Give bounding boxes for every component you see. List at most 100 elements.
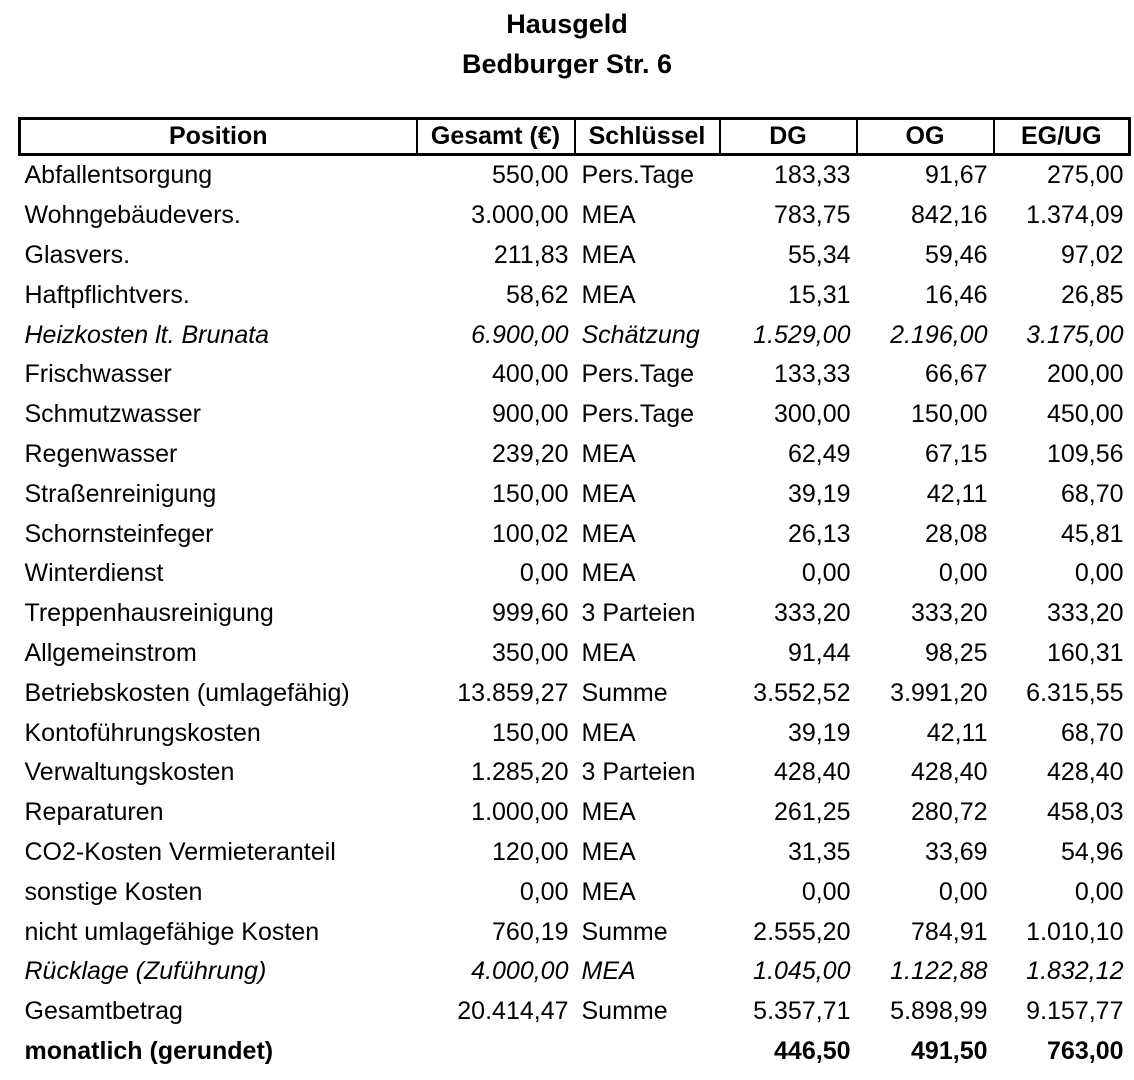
- cell-og: 428,40: [911, 758, 988, 787]
- cell-schluessel: MEA: [581, 638, 636, 667]
- cell-og: 0,00: [938, 559, 988, 588]
- column-header-dg: DG: [718, 117, 858, 156]
- cell-og: 66,67: [924, 360, 988, 389]
- cell-schluessel: MEA: [581, 201, 636, 230]
- cell-dg: 133,33: [774, 360, 851, 389]
- cell-gesamt: 760,19: [492, 917, 569, 946]
- cell-dg: 62,49: [787, 439, 851, 468]
- page-subtitle: Bedburger Str. 6: [461, 49, 673, 79]
- cell-position: Winterdienst: [24, 559, 164, 588]
- cell-eg-ug: 97,02: [1060, 240, 1124, 269]
- cell-gesamt: 100,02: [492, 519, 569, 548]
- cell-eg-ug: 6.315,55: [1026, 678, 1124, 707]
- cell-gesamt: 3.000,00: [471, 201, 569, 230]
- cell-schluessel: 3 Parteien: [581, 758, 696, 787]
- cell-og: 150,00: [911, 400, 988, 429]
- cell-og: 1.122,88: [890, 957, 988, 986]
- cell-dg: 31,35: [787, 837, 851, 866]
- table-row: sonstige Kosten 0,00 MEA 0,00 0,00 0,00: [20, 872, 1130, 912]
- cell-dg: 0,00: [801, 877, 851, 906]
- column-header-eg-ug: EG/UG: [992, 117, 1131, 156]
- cell-position: Wohngebäudevers.: [24, 201, 241, 230]
- cell-position: Regenwasser: [24, 439, 178, 468]
- cell-gesamt: 120,00: [492, 837, 569, 866]
- cell-eg-ug: 3.175,00: [1026, 320, 1124, 349]
- cell-eg-ug: 9.157,77: [1026, 997, 1124, 1026]
- cell-schluessel: MEA: [581, 798, 636, 827]
- cell-eg-ug: 1.832,12: [1026, 957, 1124, 986]
- cell-dg: 2.555,20: [753, 917, 851, 946]
- cell-dg: 333,20: [774, 599, 851, 628]
- cell-dg: 15,31: [787, 280, 851, 309]
- cell-gesamt: 1.285,20: [471, 758, 569, 787]
- table-row: Betriebskosten (umlagefähig) 13.859,27 S…: [20, 673, 1130, 713]
- cell-og: 91,67: [924, 161, 988, 190]
- page-title: Hausgeld: [506, 9, 628, 39]
- cell-dg: 261,25: [774, 798, 851, 827]
- table-body: Abfallentsorgung 550,00 Pers.Tage 183,33…: [20, 155, 1130, 1072]
- cell-schluessel: 3 Parteien: [581, 599, 696, 628]
- cell-eg-ug: 450,00: [1047, 400, 1124, 429]
- cell-gesamt: 58,62: [505, 280, 569, 309]
- cell-dg: 0,00: [801, 559, 851, 588]
- cell-dg: 26,13: [787, 519, 851, 548]
- column-header-og: OG: [855, 117, 995, 156]
- cell-position: Betriebskosten (umlagefähig): [24, 678, 350, 707]
- cell-schluessel: MEA: [581, 479, 636, 508]
- cell-position: Rücklage (Zuführung): [24, 957, 267, 986]
- cell-schluessel: MEA: [581, 957, 636, 986]
- cell-schluessel: Pers.Tage: [581, 360, 695, 389]
- cell-eg-ug: 68,70: [1060, 718, 1124, 747]
- cell-dg: 183,33: [774, 161, 851, 190]
- cell-schluessel: MEA: [581, 439, 636, 468]
- column-header-gesamt: Gesamt (€): [415, 117, 576, 156]
- table-row: Frischwasser 400,00 Pers.Tage 133,33 66,…: [20, 355, 1130, 395]
- cell-position: Abfallentsorgung: [24, 161, 213, 190]
- cell-schluessel: Pers.Tage: [581, 400, 695, 429]
- cell-schluessel: MEA: [581, 718, 636, 747]
- cell-eg-ug: 0,00: [1074, 877, 1124, 906]
- cell-eg-ug: 109,56: [1047, 439, 1124, 468]
- cell-og: 333,20: [911, 599, 988, 628]
- cell-eg-ug: 54,96: [1060, 837, 1124, 866]
- table-row: Regenwasser 239,20 MEA 62,49 67,15 109,5…: [20, 435, 1130, 475]
- table-row: Schornsteinfeger 100,02 MEA 26,13 28,08 …: [20, 514, 1130, 554]
- cell-position: Frischwasser: [24, 360, 172, 389]
- cell-gesamt: 20.414,47: [457, 997, 569, 1026]
- table-row: CO2-Kosten Vermieteranteil 120,00 MEA 31…: [20, 833, 1130, 873]
- cell-gesamt: 4.000,00: [471, 957, 569, 986]
- cell-eg-ug: 45,81: [1060, 519, 1124, 548]
- cell-dg: 5.357,71: [753, 997, 851, 1026]
- cell-position: monatlich (gerundet): [24, 1036, 274, 1065]
- cell-position: nicht umlagefähige Kosten: [24, 917, 320, 946]
- cell-gesamt: 1.000,00: [471, 798, 569, 827]
- cell-position: sonstige Kosten: [24, 877, 203, 906]
- cell-schluessel: Summe: [581, 678, 668, 707]
- cell-og: 42,11: [926, 718, 988, 747]
- cell-eg-ug: 26,85: [1060, 280, 1124, 309]
- cell-position: Allgemeinstrom: [24, 638, 197, 667]
- cell-gesamt: 150,00: [492, 718, 569, 747]
- cell-dg: 1.045,00: [753, 957, 851, 986]
- cell-dg: 3.552,52: [753, 678, 851, 707]
- cell-og: 33,69: [924, 837, 988, 866]
- table-row: Treppenhausreinigung 999,60 3 Parteien 3…: [20, 594, 1130, 634]
- cell-og: 42,11: [926, 479, 988, 508]
- table-header-row: Position Gesamt (€) Schlüssel DG OG EG/U…: [18, 117, 1131, 156]
- cell-gesamt: [417, 1032, 575, 1072]
- cell-position: Gesamtbetrag: [24, 997, 183, 1026]
- cell-og: 5.898,99: [890, 997, 988, 1026]
- cell-position: Heizkosten lt. Brunata: [24, 320, 270, 349]
- cell-og: 59,46: [924, 240, 988, 269]
- document-title-block: Hausgeld Bedburger Str. 6: [0, 0, 1134, 84]
- cell-dg: 446,50: [774, 1036, 851, 1065]
- cell-eg-ug: 333,20: [1047, 599, 1124, 628]
- table-row: Allgemeinstrom 350,00 MEA 91,44 98,25 16…: [20, 634, 1130, 674]
- table-row: Heizkosten lt. Brunata 6.900,00 Schätzun…: [20, 315, 1130, 355]
- table-row: nicht umlagefähige Kosten 760,19 Summe 2…: [20, 912, 1130, 952]
- column-header-position: Position: [18, 117, 418, 156]
- table-row: Wohngebäudevers. 3.000,00 MEA 783,75 842…: [20, 196, 1130, 236]
- cell-schluessel: MEA: [581, 240, 636, 269]
- cell-eg-ug: 1.374,09: [1026, 201, 1124, 230]
- cell-gesamt: 239,20: [492, 439, 569, 468]
